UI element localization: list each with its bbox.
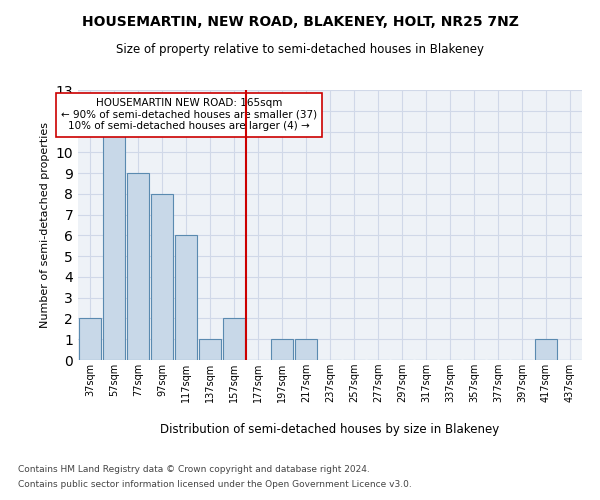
Bar <box>223 318 245 360</box>
Bar <box>199 339 221 360</box>
Text: Contains HM Land Registry data © Crown copyright and database right 2024.: Contains HM Land Registry data © Crown c… <box>18 465 370 474</box>
Bar <box>271 339 293 360</box>
Bar <box>151 194 173 360</box>
Text: Distribution of semi-detached houses by size in Blakeney: Distribution of semi-detached houses by … <box>160 422 500 436</box>
Bar <box>535 339 557 360</box>
Text: Contains public sector information licensed under the Open Government Licence v3: Contains public sector information licen… <box>18 480 412 489</box>
Bar <box>79 318 101 360</box>
Text: Size of property relative to semi-detached houses in Blakeney: Size of property relative to semi-detach… <box>116 42 484 56</box>
Bar <box>295 339 317 360</box>
Text: HOUSEMARTIN, NEW ROAD, BLAKENEY, HOLT, NR25 7NZ: HOUSEMARTIN, NEW ROAD, BLAKENEY, HOLT, N… <box>82 15 518 29</box>
Bar <box>127 173 149 360</box>
Bar <box>103 132 125 360</box>
Y-axis label: Number of semi-detached properties: Number of semi-detached properties <box>40 122 50 328</box>
Text: HOUSEMARTIN NEW ROAD: 165sqm
← 90% of semi-detached houses are smaller (37)
10% : HOUSEMARTIN NEW ROAD: 165sqm ← 90% of se… <box>61 98 317 132</box>
Bar <box>175 236 197 360</box>
